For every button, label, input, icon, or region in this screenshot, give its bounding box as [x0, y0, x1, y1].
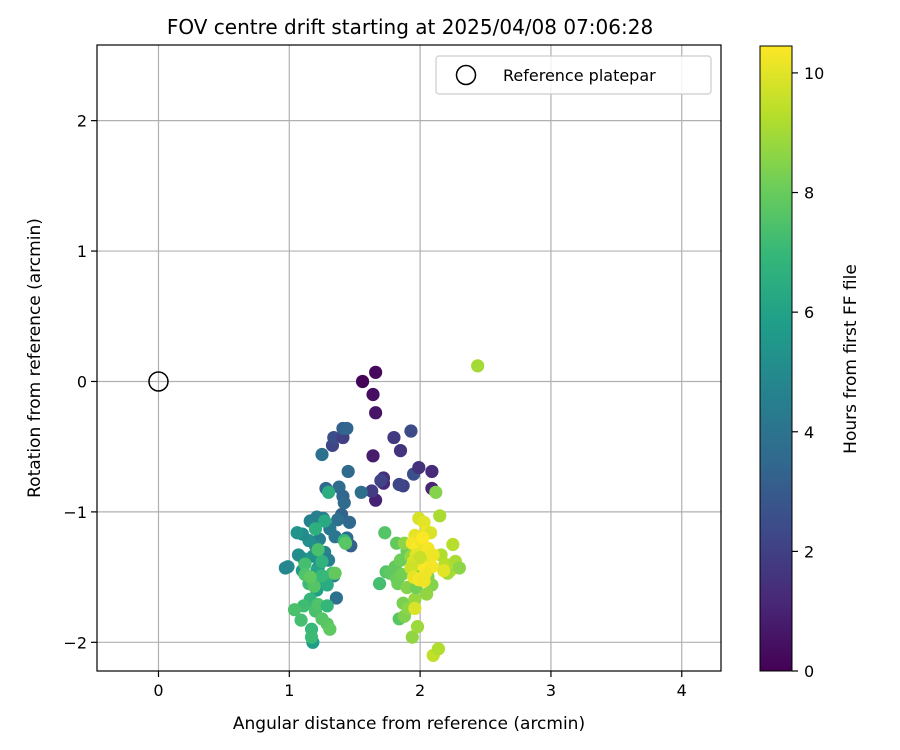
data-point: [327, 430, 341, 445]
colorbar-ticks: 0 2 4 6 8 10: [792, 64, 824, 681]
legend: Reference platepar: [435, 55, 712, 95]
legend-box: [435, 55, 712, 95]
data-point: [446, 537, 460, 552]
data-point: [420, 587, 434, 601]
data-point: [308, 522, 323, 536]
data-point: [342, 515, 357, 529]
data-point: [321, 485, 336, 499]
data-point: [405, 630, 419, 644]
x-axis-label: Angular distance from reference (arcmin): [233, 714, 585, 734]
x-tick-label: 1: [284, 681, 294, 700]
x-tick-label: 2: [415, 681, 425, 700]
data-point: [408, 601, 422, 616]
colorbar-tick-label: 8: [804, 184, 814, 203]
colorbar-label: Hours from first FF file: [841, 264, 861, 454]
colorbar: 0 2 4 6 8 10 Hours from first FF file: [759, 45, 861, 681]
colorbar-tick-label: 10: [804, 64, 824, 83]
y-tick-label: −2: [63, 633, 87, 652]
y-tick-label: 1: [77, 242, 87, 261]
data-point: [412, 460, 426, 475]
data-point: [303, 570, 317, 584]
data-point: [365, 484, 379, 498]
plot-frame: [96, 44, 722, 672]
data-point: [354, 485, 368, 499]
data-point: [331, 513, 345, 527]
data-point: [408, 592, 422, 606]
data-point: [374, 473, 388, 488]
colorbar-gradient: [759, 45, 793, 672]
colorbar-tick-label: 0: [804, 662, 814, 681]
data-point: [341, 464, 355, 479]
data-point: [298, 557, 312, 571]
data-point: [290, 526, 304, 540]
data-point: [329, 591, 343, 605]
x-tick-label: 4: [677, 681, 687, 700]
x-axis-ticks: 0 1 2 3 4: [153, 671, 687, 700]
data-point: [387, 430, 401, 445]
y-tick-label: 0: [77, 372, 87, 391]
data-point: [315, 569, 329, 583]
data-point: [433, 509, 447, 523]
reference-platepar-marker: [148, 371, 169, 392]
data-point: [366, 387, 380, 402]
data-point: [366, 449, 380, 463]
data-point: [437, 563, 451, 578]
data-point: [372, 577, 387, 591]
data-point: [328, 566, 342, 580]
data-point: [429, 485, 443, 499]
data-points: [278, 359, 485, 662]
data-point: [395, 567, 409, 582]
data-point: [410, 620, 425, 634]
data-point: [400, 580, 414, 595]
data-point: [378, 526, 392, 540]
data-point: [355, 374, 370, 389]
data-point: [340, 421, 354, 436]
y-axis-ticks: 2 1 0 −1 −2: [63, 112, 97, 652]
data-point: [426, 548, 440, 562]
y-axis-label: Rotation from reference (arcmin): [25, 218, 45, 498]
data-point: [338, 536, 353, 550]
data-point: [425, 464, 439, 479]
data-point: [278, 561, 292, 575]
legend-marker-icon: [455, 64, 477, 86]
x-tick-label: 0: [153, 681, 163, 700]
data-point: [471, 359, 485, 373]
data-point: [404, 424, 418, 438]
data-point: [392, 477, 406, 492]
legend-entry-label: Reference platepar: [503, 66, 656, 85]
data-point: [369, 365, 383, 379]
data-point: [323, 622, 337, 636]
data-point: [320, 599, 334, 613]
colorbar-tick-label: 2: [804, 542, 814, 561]
data-point: [287, 603, 302, 617]
x-tick-label: 3: [546, 681, 556, 700]
data-point: [337, 496, 351, 510]
data-point: [393, 443, 408, 458]
y-tick-label: 2: [77, 112, 87, 131]
data-point: [417, 574, 431, 588]
data-point: [315, 447, 329, 462]
grid-lines: [97, 45, 721, 671]
data-point: [393, 553, 408, 567]
data-point: [416, 531, 430, 545]
data-point: [291, 548, 306, 562]
data-point: [369, 406, 383, 420]
data-point: [304, 630, 319, 644]
data-point: [318, 514, 332, 528]
colorbar-tick-label: 4: [804, 423, 814, 442]
data-point: [413, 550, 427, 565]
data-point: [431, 642, 446, 656]
colorbar-tick-label: 6: [804, 303, 814, 322]
data-point: [294, 613, 308, 627]
data-point: [315, 554, 329, 569]
chart-title: FOV centre drift starting at 2025/04/08 …: [167, 15, 653, 39]
data-point: [452, 561, 466, 575]
y-tick-label: −1: [63, 503, 87, 522]
data-point: [311, 543, 325, 557]
